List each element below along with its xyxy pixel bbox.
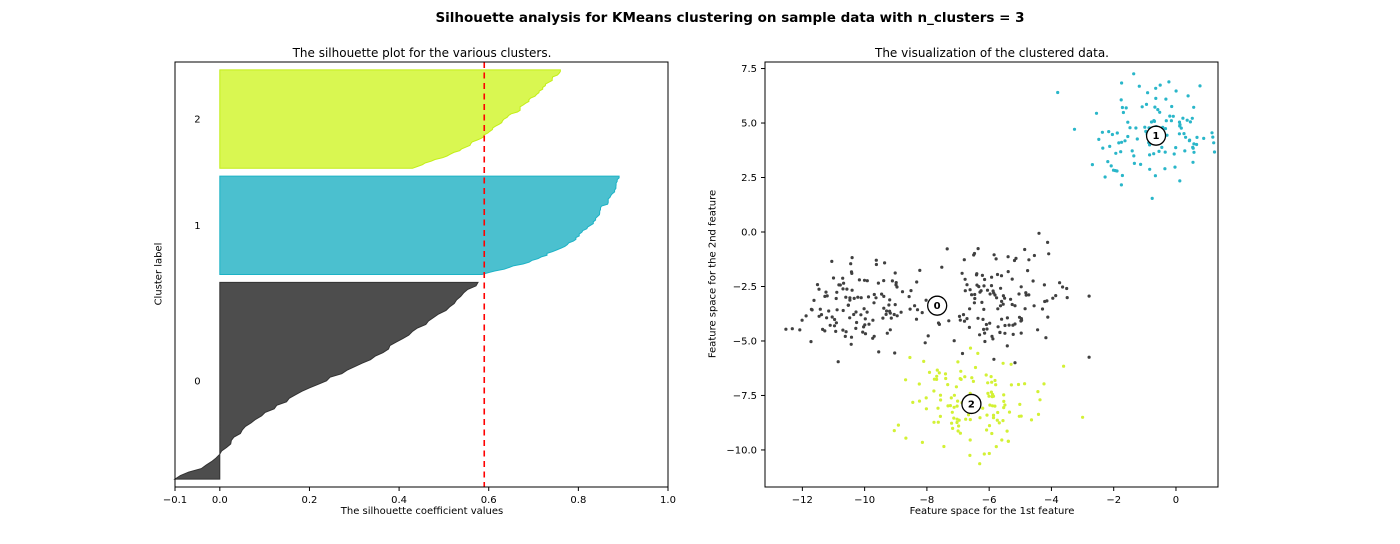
- scatter-y-tick-label: −7.5: [733, 391, 757, 402]
- cluster-center-label-2: 2: [968, 399, 975, 410]
- cluster-center-label-0: 0: [934, 301, 941, 312]
- silhouette-x-tick-label: 1.0: [660, 495, 676, 506]
- scatter-x-tick-label: −4: [1044, 495, 1059, 506]
- silhouette-area-cluster-0: [173, 281, 479, 480]
- scatter-outlier-dot: [1056, 90, 1060, 95]
- scatter-x-axis-label: Feature space for the 1st feature: [909, 506, 1075, 517]
- scatter-y-tick-label: −2.5: [733, 282, 757, 293]
- silhouette-area-cluster-2: [219, 69, 561, 169]
- scatter-x-tick-label: −6: [982, 495, 997, 506]
- cluster-center-marker-1: [1145, 125, 1167, 146]
- scatter-x-tick-label: −2: [1106, 495, 1121, 506]
- cluster-center-marker-0: [927, 295, 948, 316]
- silhouette-x-tick-label: 0.6: [481, 495, 497, 506]
- scatter-y-tick-label: −10.0: [726, 445, 757, 456]
- scatter-cluster-1: [1072, 72, 1217, 200]
- scatter-x-tick-label: −10: [854, 495, 875, 506]
- scatter-x-tick-label: 0: [1173, 495, 1179, 506]
- cluster-center-marker-2: [961, 393, 982, 415]
- cluster-center-label-1: 1: [1153, 131, 1160, 142]
- scatter-y-tick-label: 0.0: [741, 228, 757, 239]
- scatter-y-tick-label: −5.0: [733, 336, 757, 347]
- scatter-plot-area: 0 1 2 −12 −10 −8 −6 −4 −2 0 7.5 5.0 2.5 0.0 −2.5 −5.0 −7…: [726, 61, 1219, 506]
- silhouette-cluster-label-1: 1: [194, 221, 200, 232]
- scatter-x-tick-label: −12: [792, 495, 813, 506]
- scatter-y-tick-label: 2.5: [741, 173, 757, 184]
- silhouette-x-tick-label: 0.2: [302, 495, 318, 506]
- scatter-y-tick-label: 5.0: [741, 119, 757, 130]
- scatter-cluster-0: [784, 231, 1091, 365]
- scatter-outlier-dot: [1081, 415, 1085, 419]
- silhouette-x-tick-label: 0.4: [391, 495, 407, 506]
- figure-title: Silhouette analysis for KMeans clusterin…: [435, 10, 1025, 26]
- silhouette-cluster-label-2: 2: [194, 115, 200, 126]
- scatter-y-tick-label: 7.5: [741, 64, 757, 75]
- silhouette-x-axis-label: The silhouette coefficient values: [340, 506, 504, 517]
- scatter-x-tick-label: −8: [920, 495, 935, 506]
- silhouette-x-tick-label: −0.1: [163, 495, 187, 506]
- scatter-cluster-2: [892, 346, 1066, 466]
- scatter-plot-title: The visualization of the clustered data.: [875, 46, 1109, 60]
- silhouette-x-tick-label: 0.0: [212, 495, 228, 506]
- silhouette-plot-title: The silhouette plot for the various clus…: [292, 46, 552, 60]
- silhouette-axes-frame: [174, 61, 669, 488]
- silhouette-plot-area: 0 1 2 −0.1 0.0 0.2 0.4 0.6 0.8 1.0: [163, 61, 676, 506]
- silhouette-area-cluster-1: [219, 175, 620, 275]
- silhouette-x-tick-label: 0.8: [570, 495, 586, 506]
- silhouette-cluster-label-0: 0: [194, 376, 200, 387]
- scatter-axes-frame: [764, 61, 1219, 488]
